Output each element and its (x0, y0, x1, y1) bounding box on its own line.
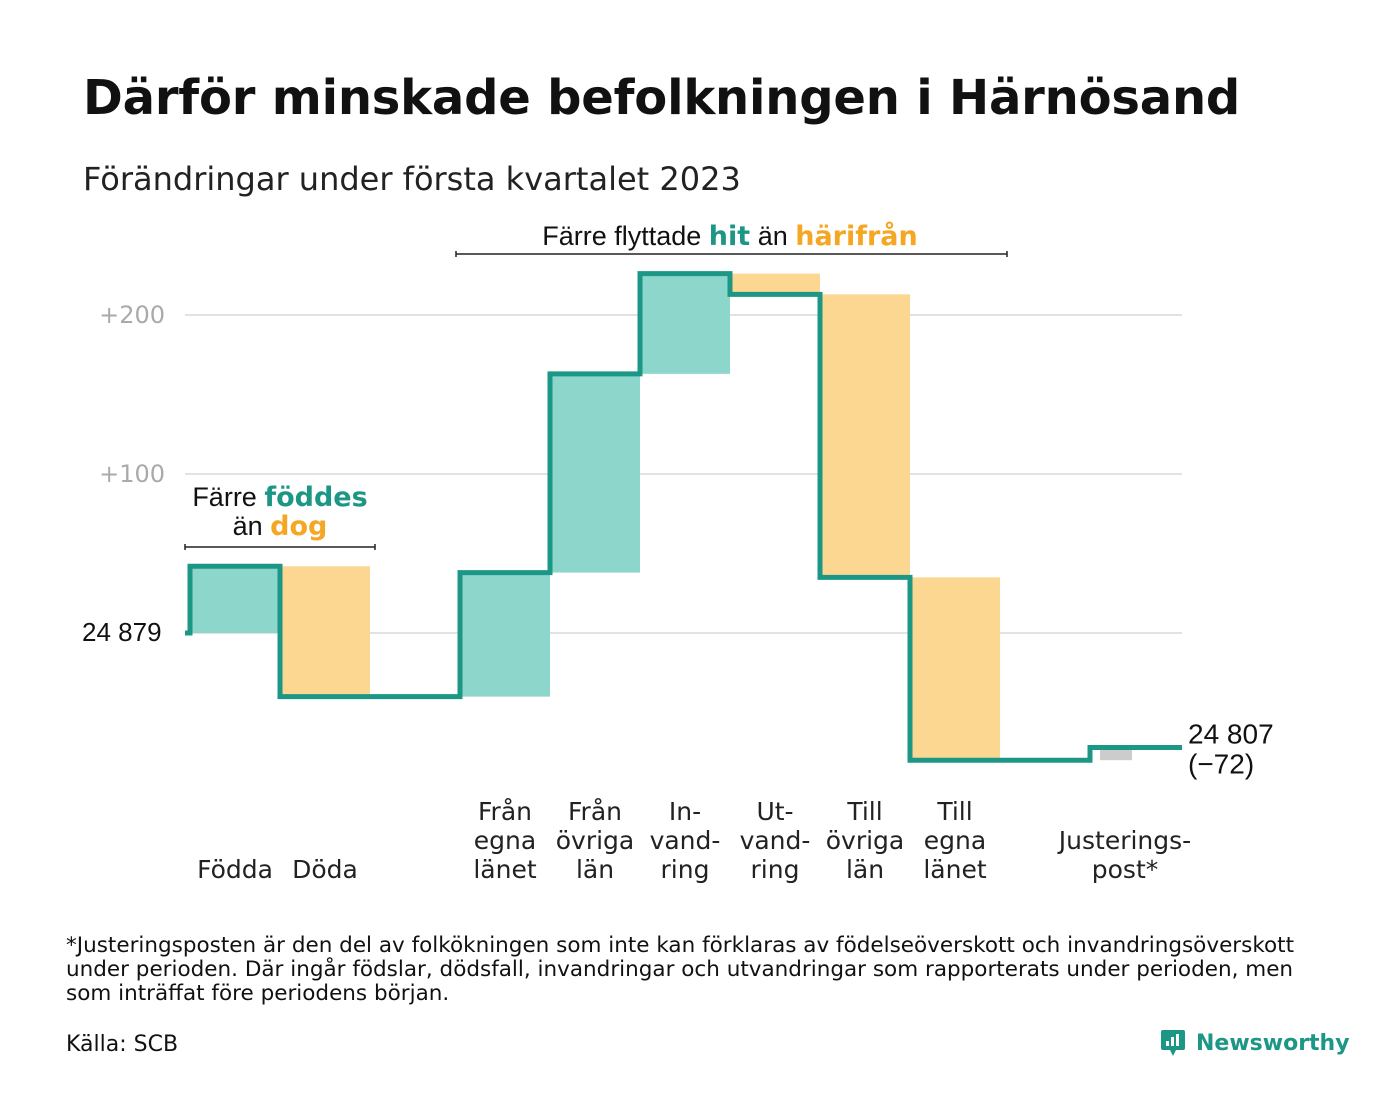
end-value-label: 24 807 (1188, 718, 1274, 749)
category-label: Från (478, 797, 532, 826)
footnote: *Justeringsposten är den del av folkökni… (66, 934, 1366, 1006)
brand-logo: Newsworthy (1160, 1028, 1350, 1058)
births-annotation-line1: Färre föddes (192, 482, 367, 513)
chart-bubble-icon (1161, 1030, 1185, 1056)
moves-annotation: Färre flyttade hit än härifrån (542, 220, 918, 252)
category-label: post* (1092, 855, 1159, 884)
category-label: Till (936, 797, 972, 826)
bar (550, 373, 640, 573)
category-label: län (846, 855, 884, 884)
bar (640, 273, 730, 374)
chart-title: Därför minskade befolkningen i Härnösand (83, 70, 1241, 126)
category-label: ring (661, 855, 710, 884)
category-label: ring (751, 855, 800, 884)
end-change-label: (−72) (1188, 748, 1254, 779)
bar (910, 577, 1000, 761)
category-label: egna (924, 826, 986, 855)
footnote-line: *Justeringsposten är den del av folkökni… (66, 933, 1295, 958)
category-label: In- (669, 797, 701, 826)
y-tick-label: +200 (99, 301, 165, 329)
bars (190, 273, 1132, 761)
births-annotation-line2: än dog (233, 511, 328, 542)
cumulative-step-line (185, 271, 1182, 763)
category-label: egna (474, 826, 536, 855)
category-label: Döda (292, 855, 358, 884)
bar (730, 273, 820, 295)
footnote-line: under perioden. Där ingår födslar, dödsf… (66, 957, 1294, 982)
bar (820, 294, 910, 578)
bar (190, 566, 280, 633)
category-label: länet (923, 855, 986, 884)
bar (460, 572, 550, 697)
start-value-label: 24 879 (82, 617, 162, 647)
category-label: länet (473, 855, 536, 884)
category-label: vand- (650, 826, 721, 855)
category-label: Födda (197, 855, 273, 884)
category-label: övriga (556, 826, 635, 855)
category-label: Från (568, 797, 622, 826)
category-label: övriga (826, 826, 905, 855)
category-label: vand- (740, 826, 811, 855)
category-label: Ut- (756, 797, 793, 826)
y-tick-label: +100 (99, 460, 165, 488)
source-text: Källa: SCB (66, 1032, 179, 1057)
category-label: Justerings- (1057, 826, 1191, 855)
category-label: län (576, 855, 614, 884)
category-label: Till (846, 797, 882, 826)
footnote-line: som inträffat före periodens början. (66, 981, 450, 1006)
bar (280, 566, 370, 697)
brand-name: Newsworthy (1196, 1030, 1350, 1056)
bar (1100, 747, 1132, 761)
step-line (185, 271, 1182, 763)
chart-subtitle: Förändringar under första kvartalet 2023 (83, 160, 741, 198)
